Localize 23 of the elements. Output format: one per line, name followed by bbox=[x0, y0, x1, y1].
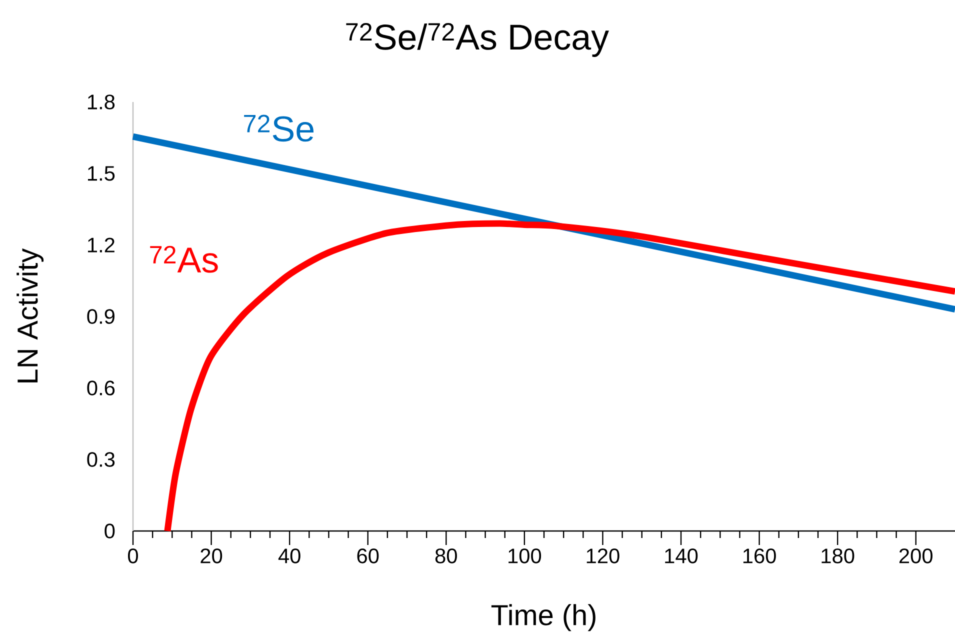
x-axis-title: Time (h) bbox=[491, 604, 596, 632]
series-label: $^{72}$As bbox=[150, 246, 218, 273]
x-tick-label: 140 bbox=[665, 548, 698, 564]
y-tick-label: 1.5 bbox=[88, 166, 115, 181]
x-tick-label: 20 bbox=[200, 548, 222, 564]
x-tick-label: 80 bbox=[435, 548, 457, 564]
x-tick-label: 60 bbox=[357, 548, 379, 564]
y-tick-label: 1.2 bbox=[88, 238, 114, 252]
x-tick-label: 120 bbox=[586, 548, 620, 564]
x-tick-label: 0 bbox=[128, 548, 138, 564]
y-tick-label: 0.3 bbox=[87, 452, 115, 467]
series-label: $^{72}$Se bbox=[244, 114, 314, 142]
chart-title: $^{72}$Se/$^{72}$As Decay bbox=[346, 23, 609, 57]
y-tick-label: 1.8 bbox=[88, 94, 115, 110]
x-tick-label: 160 bbox=[743, 548, 776, 564]
y-tick-label: 0.9 bbox=[87, 309, 114, 324]
y-tick-label: 0 bbox=[104, 524, 115, 538]
x-tick-label: 180 bbox=[822, 548, 854, 564]
x-tick-label: 40 bbox=[278, 548, 300, 564]
x-tick-label: 100 bbox=[508, 548, 542, 564]
y-axis-title: LN Activity bbox=[16, 248, 44, 382]
y-tick-label: 0.6 bbox=[87, 380, 115, 396]
x-tick-label: 200 bbox=[899, 548, 932, 564]
